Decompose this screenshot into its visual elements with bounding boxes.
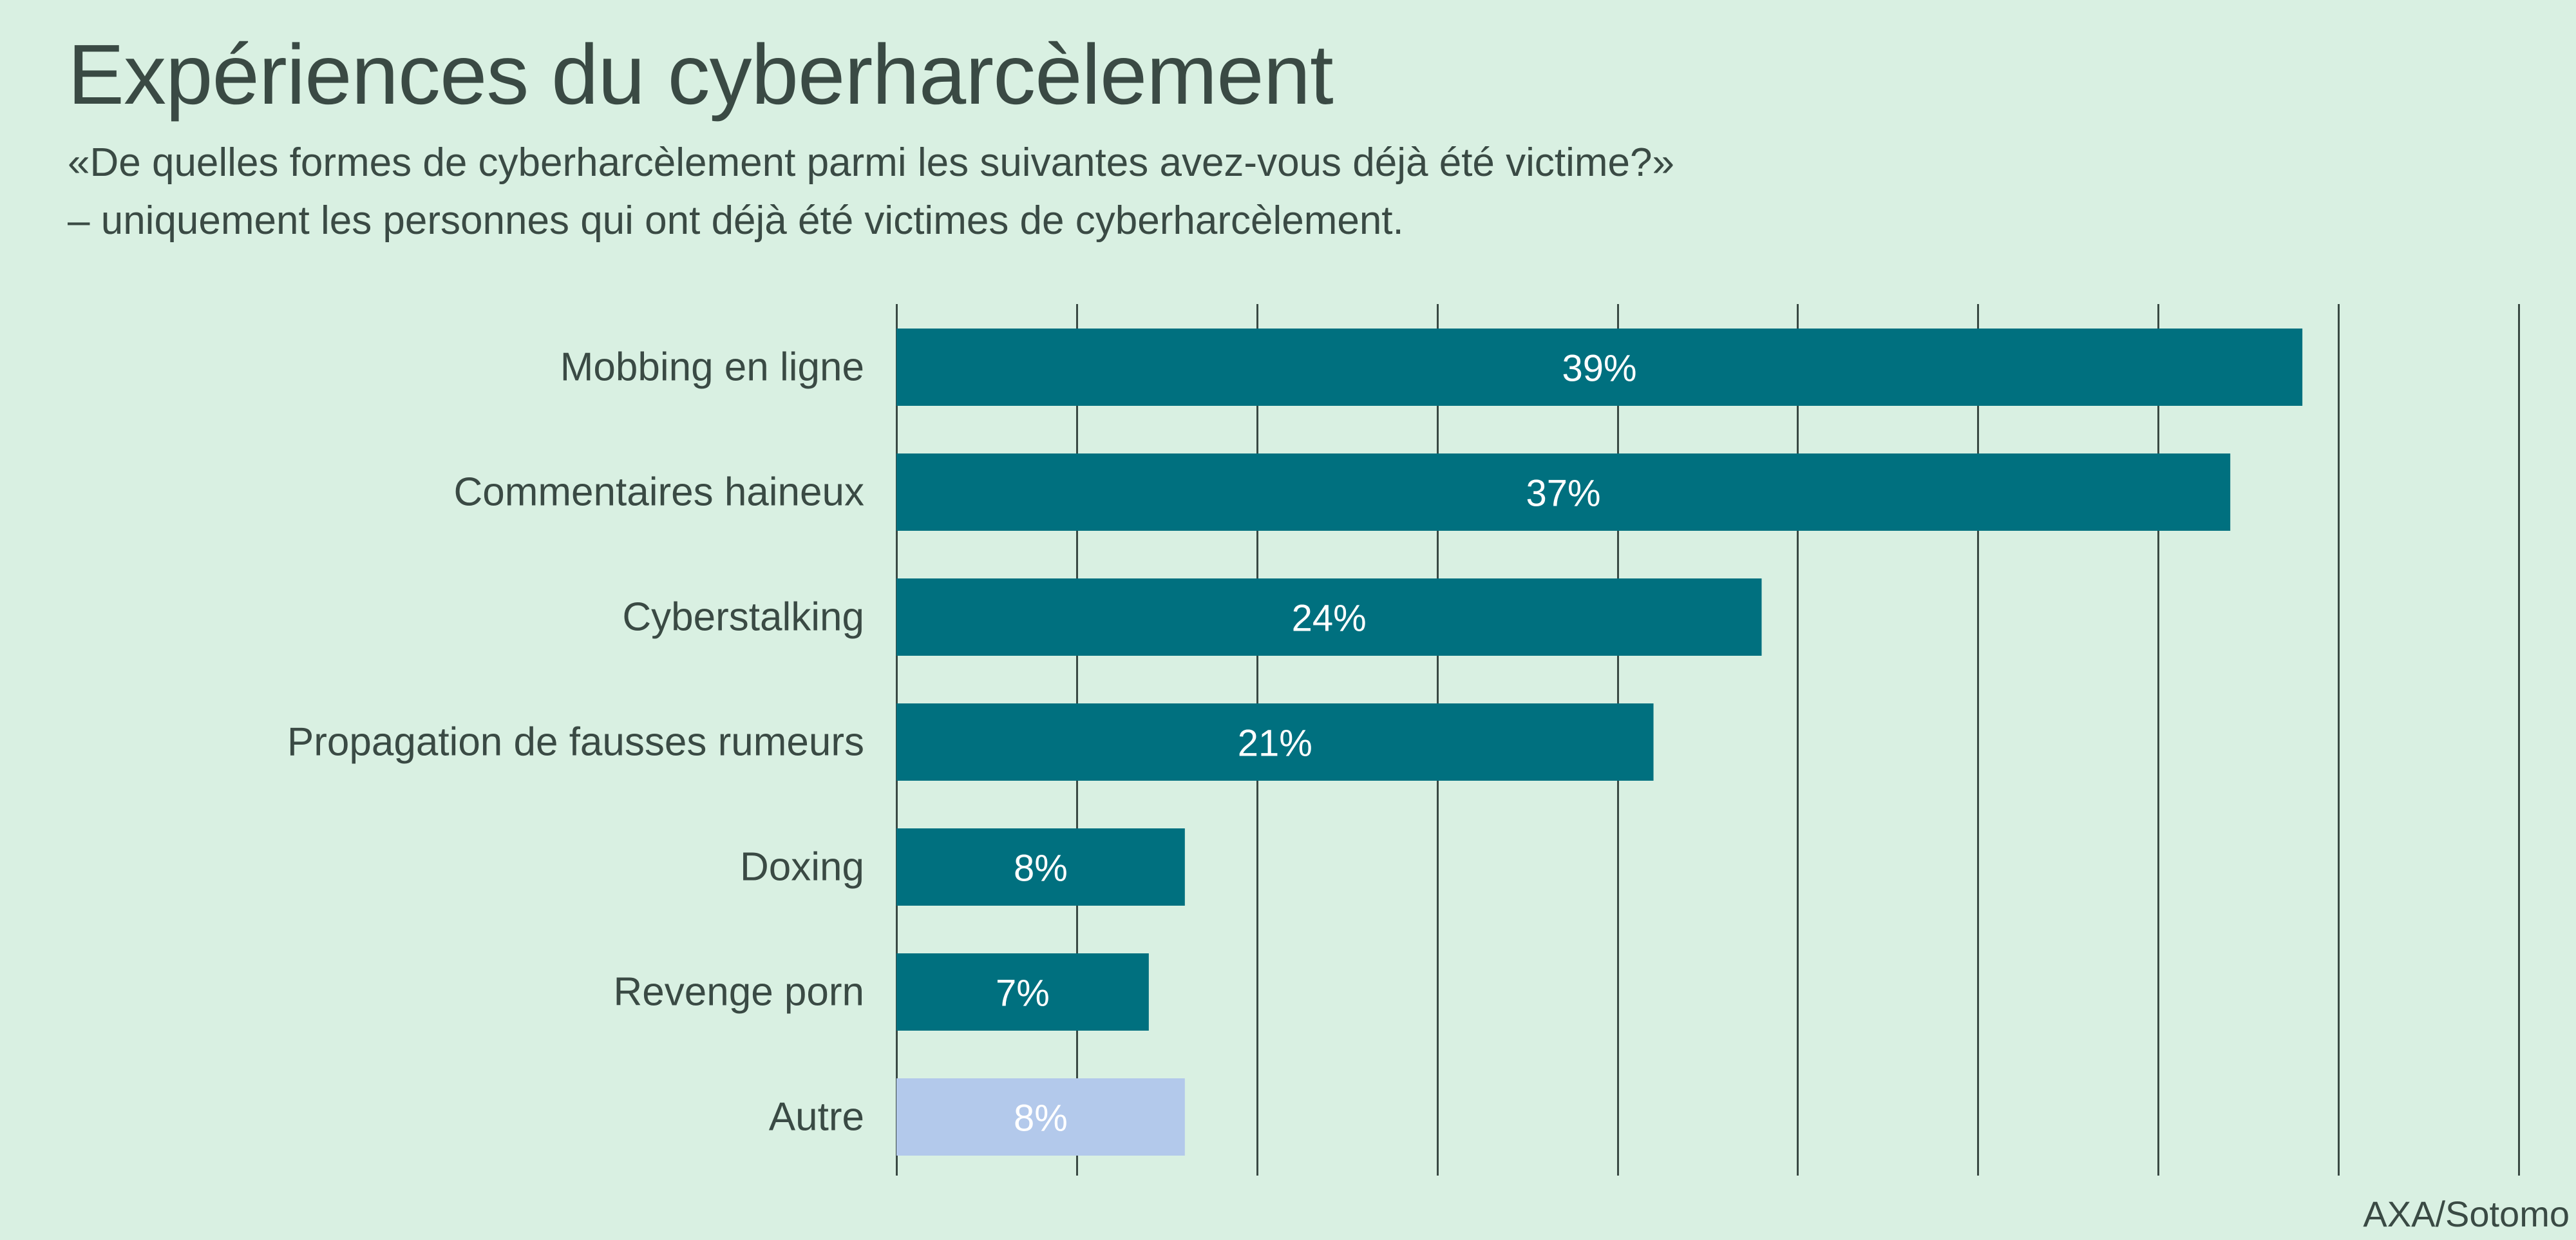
subtitle-line-filter: – uniquement les personnes qui ont déjà …	[68, 198, 1404, 243]
chart-title: Expériences du cyberharcèlement	[68, 27, 1334, 122]
value-label-3: 21%	[1238, 723, 1312, 765]
bar-5	[896, 953, 1149, 1031]
category-label-3: Propagation de fausses rumeurs	[287, 720, 864, 765]
category-label-6: Autre	[769, 1095, 864, 1140]
value-labels: 39% 37% 24% 21% 8% 7% 8%	[996, 348, 1637, 1140]
chart-subtitle: «De quelles formes de cyberharcèlement p…	[68, 134, 1674, 250]
source-credit: AXA/Sotomo	[2363, 1194, 2570, 1234]
category-label-4: Doxing	[740, 845, 864, 890]
bar-6	[896, 1078, 1185, 1156]
subtitle-line-question: «De quelles formes de cyberharcèlement p…	[68, 140, 1674, 185]
value-label-6: 8%	[1014, 1098, 1068, 1140]
value-label-0: 39%	[1562, 348, 1637, 390]
value-label-5: 7%	[996, 973, 1050, 1015]
category-label-0: Mobbing en ligne	[560, 345, 864, 390]
category-label-5: Revenge porn	[614, 970, 865, 1015]
value-label-2: 24%	[1292, 598, 1367, 640]
bar-1	[896, 453, 2231, 531]
bar-2	[896, 578, 1762, 656]
category-label-1: Commentaires haineux	[453, 470, 864, 515]
value-label-1: 37%	[1526, 473, 1601, 515]
bar-3	[896, 703, 1654, 781]
category-label-2: Cyberstalking	[622, 595, 864, 640]
bar-4	[896, 828, 1185, 906]
category-labels: Mobbing en ligne Commentaires haineux Cybe…	[287, 345, 864, 1140]
value-label-4: 8%	[1014, 848, 1068, 890]
bars	[896, 329, 2303, 1156]
bar-0	[896, 329, 2303, 406]
